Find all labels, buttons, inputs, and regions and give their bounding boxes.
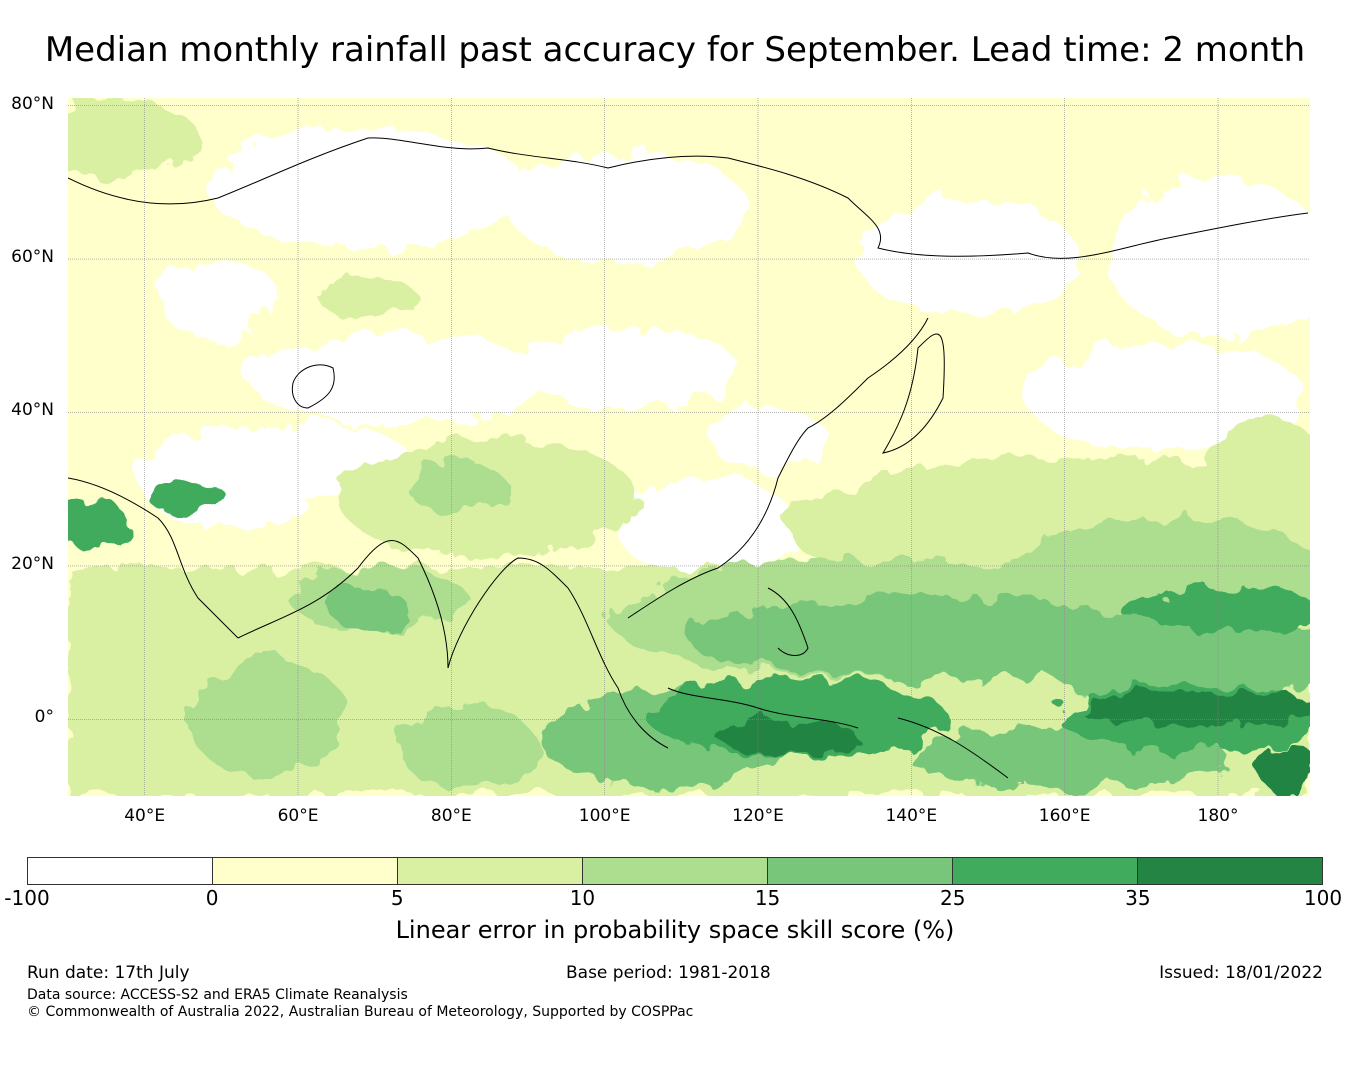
colorbar-tick-label: 10 — [569, 886, 596, 910]
lon-tick-label: 120°E — [732, 806, 784, 826]
chart-title: Median monthly rainfall past accuracy fo… — [44, 30, 1306, 70]
colorbar-tick-label: 25 — [939, 886, 966, 910]
lon-tick-label: 80°E — [430, 806, 472, 826]
colorbar-label: Linear error in probability space skill … — [395, 916, 955, 944]
colorbar-segment — [1138, 858, 1322, 884]
gridlines — [68, 98, 1310, 796]
lon-tick-label: 140°E — [885, 806, 938, 826]
skill-15-25-areas — [328, 588, 1310, 788]
lat-tick-label: 0° — [34, 707, 54, 728]
issued-date: Issued: 18/01/2022 — [1159, 963, 1323, 983]
copyright: © Commonwealth of Australia 2022, Austra… — [27, 1004, 694, 1020]
colorbar-tick-label: 0 — [205, 886, 219, 910]
lat-tick-label: 60°N — [11, 247, 54, 268]
lat-tick-label: 40°N — [11, 400, 54, 421]
colorbar-tick-label: -100 — [4, 886, 50, 910]
colorbar-segment — [583, 858, 768, 884]
colorbar-segment — [213, 858, 398, 884]
colorbar-tick-label: 100 — [1303, 886, 1343, 910]
lon-tick-label: 180° — [1197, 806, 1239, 826]
colorbar-segment — [768, 858, 953, 884]
lon-tick-label: 40°E — [124, 806, 166, 826]
lat-tick-label: 20°N — [11, 553, 54, 574]
coastlines — [68, 137, 1309, 779]
colorbar-tick-label: 5 — [390, 886, 404, 910]
lon-tick-label: 160°E — [1038, 806, 1091, 826]
lon-tick-label: 100°E — [578, 806, 631, 826]
map-svg — [68, 98, 1310, 796]
base-period: Base period: 1981-2018 — [566, 963, 771, 983]
colorbar-segment — [953, 858, 1138, 884]
data-source: Data source: ACCESS-S2 and ERA5 Climate … — [27, 987, 408, 1003]
skill-score-map — [68, 98, 1310, 796]
colorbar-tick-label: 15 — [754, 886, 781, 910]
colorbar-tick-label: 35 — [1125, 886, 1151, 910]
colorbar-segment — [28, 858, 213, 884]
lat-tick-label: 80°N — [11, 93, 54, 114]
colorbar-segment — [398, 858, 583, 884]
colorbar — [27, 857, 1323, 885]
lon-tick-label: 60°E — [277, 806, 319, 826]
run-date: Run date: 17th July — [27, 963, 190, 983]
skill-35-100-areas — [718, 690, 1310, 793]
